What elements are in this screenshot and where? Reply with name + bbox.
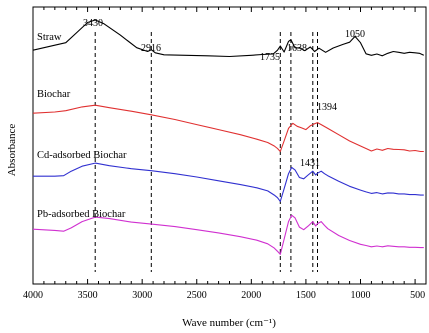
series-label-cd-biochar: Cd-adsorbed Biochar xyxy=(37,150,127,161)
x-axis-title: Wave number (cm⁻¹) xyxy=(182,317,276,329)
peak-label-2916: 2916 xyxy=(141,43,161,54)
spectrum-line-2 xyxy=(33,162,424,202)
x-tick-label: 500 xyxy=(410,290,425,301)
peak-label-1735: 1735 xyxy=(260,52,280,63)
peak-label-1050: 1050 xyxy=(345,29,365,40)
peak-label-1431: 1431 xyxy=(300,158,320,169)
peak-guide-lines xyxy=(94,32,318,272)
series-label-biochar: Biochar xyxy=(37,89,71,100)
x-tick-label: 3500 xyxy=(78,290,98,301)
peak-label-3430: 3430 xyxy=(83,18,103,29)
x-axis-ticks: 4000 3500 3000 2500 2000 1500 1000 500 xyxy=(23,7,427,301)
spectrum-line-1 xyxy=(32,104,424,153)
x-tick-label: 2000 xyxy=(241,290,261,301)
x-tick-label: 2500 xyxy=(187,290,207,301)
x-tick-label: 1500 xyxy=(296,290,316,301)
series-label-pb-biochar: Pb-adsorbed Biochar xyxy=(37,209,126,220)
peak-label-1638: 1638 xyxy=(287,43,307,54)
plot-frame xyxy=(32,6,427,285)
peak-label-1394: 1394 xyxy=(317,102,337,113)
y-axis-title: Absorbance xyxy=(6,124,18,177)
x-tick-label: 3000 xyxy=(132,290,152,301)
spectra xyxy=(32,19,425,255)
series-label-straw: Straw xyxy=(37,32,62,43)
x-tick-label: 1000 xyxy=(351,290,371,301)
x-tick-label: 4000 xyxy=(23,290,43,301)
spectrum-line-3 xyxy=(32,214,424,255)
spectrum-line-0 xyxy=(32,19,425,58)
